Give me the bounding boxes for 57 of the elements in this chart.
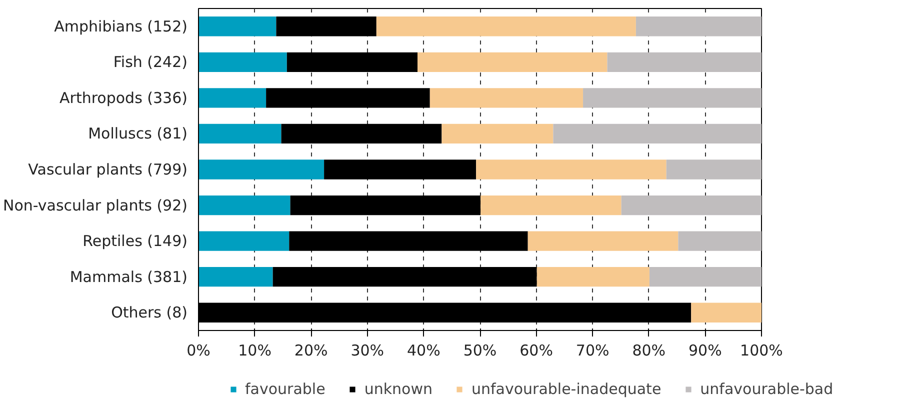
y-tick-label: Fish (242): [113, 53, 188, 72]
bar: [290, 195, 481, 216]
x-tick-label: 20%: [294, 342, 328, 360]
legend-label: unfavourable-inadequate: [471, 380, 662, 398]
x-tick-label: 90%: [688, 342, 722, 360]
bar: [276, 16, 376, 36]
bar: [621, 195, 762, 216]
bar: [286, 52, 418, 72]
legend-label: unknown: [364, 380, 432, 398]
y-tick-label: Non-vascular plants (92): [3, 196, 188, 214]
x-tick-label: 40%: [407, 342, 440, 360]
y-tick-label: Molluscs (81): [88, 124, 188, 143]
x-tick-label: 0%: [186, 342, 210, 360]
bar: [198, 16, 276, 36]
bar: [198, 88, 266, 108]
bar: [678, 231, 762, 251]
x-tick-label: 80%: [632, 342, 666, 360]
bar: [528, 231, 678, 251]
x-tick-label: 100%: [740, 342, 783, 360]
bar: [480, 195, 622, 216]
x-tick-label: 60%: [520, 342, 553, 360]
bar: [607, 52, 762, 72]
x-tick-label: 70%: [576, 342, 610, 360]
x-tick-label: 10%: [238, 342, 272, 360]
bar: [430, 88, 584, 108]
bar: [324, 160, 476, 180]
bar: [442, 124, 554, 144]
y-tick-label: Vascular plants (799): [28, 160, 188, 178]
bar: [198, 124, 282, 144]
y-tick-label: Reptiles (149): [82, 232, 188, 250]
y-tick-label: Mammals (381): [70, 268, 188, 286]
y-tick-label: Others (8): [111, 304, 188, 322]
bar: [272, 266, 537, 287]
legend-label: unfavourable-bad: [700, 380, 834, 398]
bar: [198, 160, 324, 180]
bar: [198, 266, 273, 287]
bar: [691, 302, 762, 322]
bar: [198, 52, 287, 72]
bar: [583, 88, 762, 108]
bar: [636, 16, 762, 36]
legend-label: favourable: [245, 380, 326, 398]
bar: [281, 124, 442, 144]
bar: [376, 16, 636, 36]
bar: [198, 231, 290, 251]
bar: [553, 124, 762, 144]
bar: [476, 160, 666, 180]
x-tick-label: 30%: [350, 342, 384, 360]
bar: [649, 266, 762, 287]
bar: [289, 231, 528, 251]
bar: [666, 160, 762, 180]
bar: [266, 88, 430, 108]
bar: [536, 266, 650, 287]
y-tick-label: Arthropods (336): [60, 88, 188, 107]
y-tick-label: Amphibians (152): [54, 17, 188, 36]
x-tick-label: 50%: [463, 342, 497, 360]
bar: [418, 52, 608, 72]
bar: [198, 195, 290, 216]
